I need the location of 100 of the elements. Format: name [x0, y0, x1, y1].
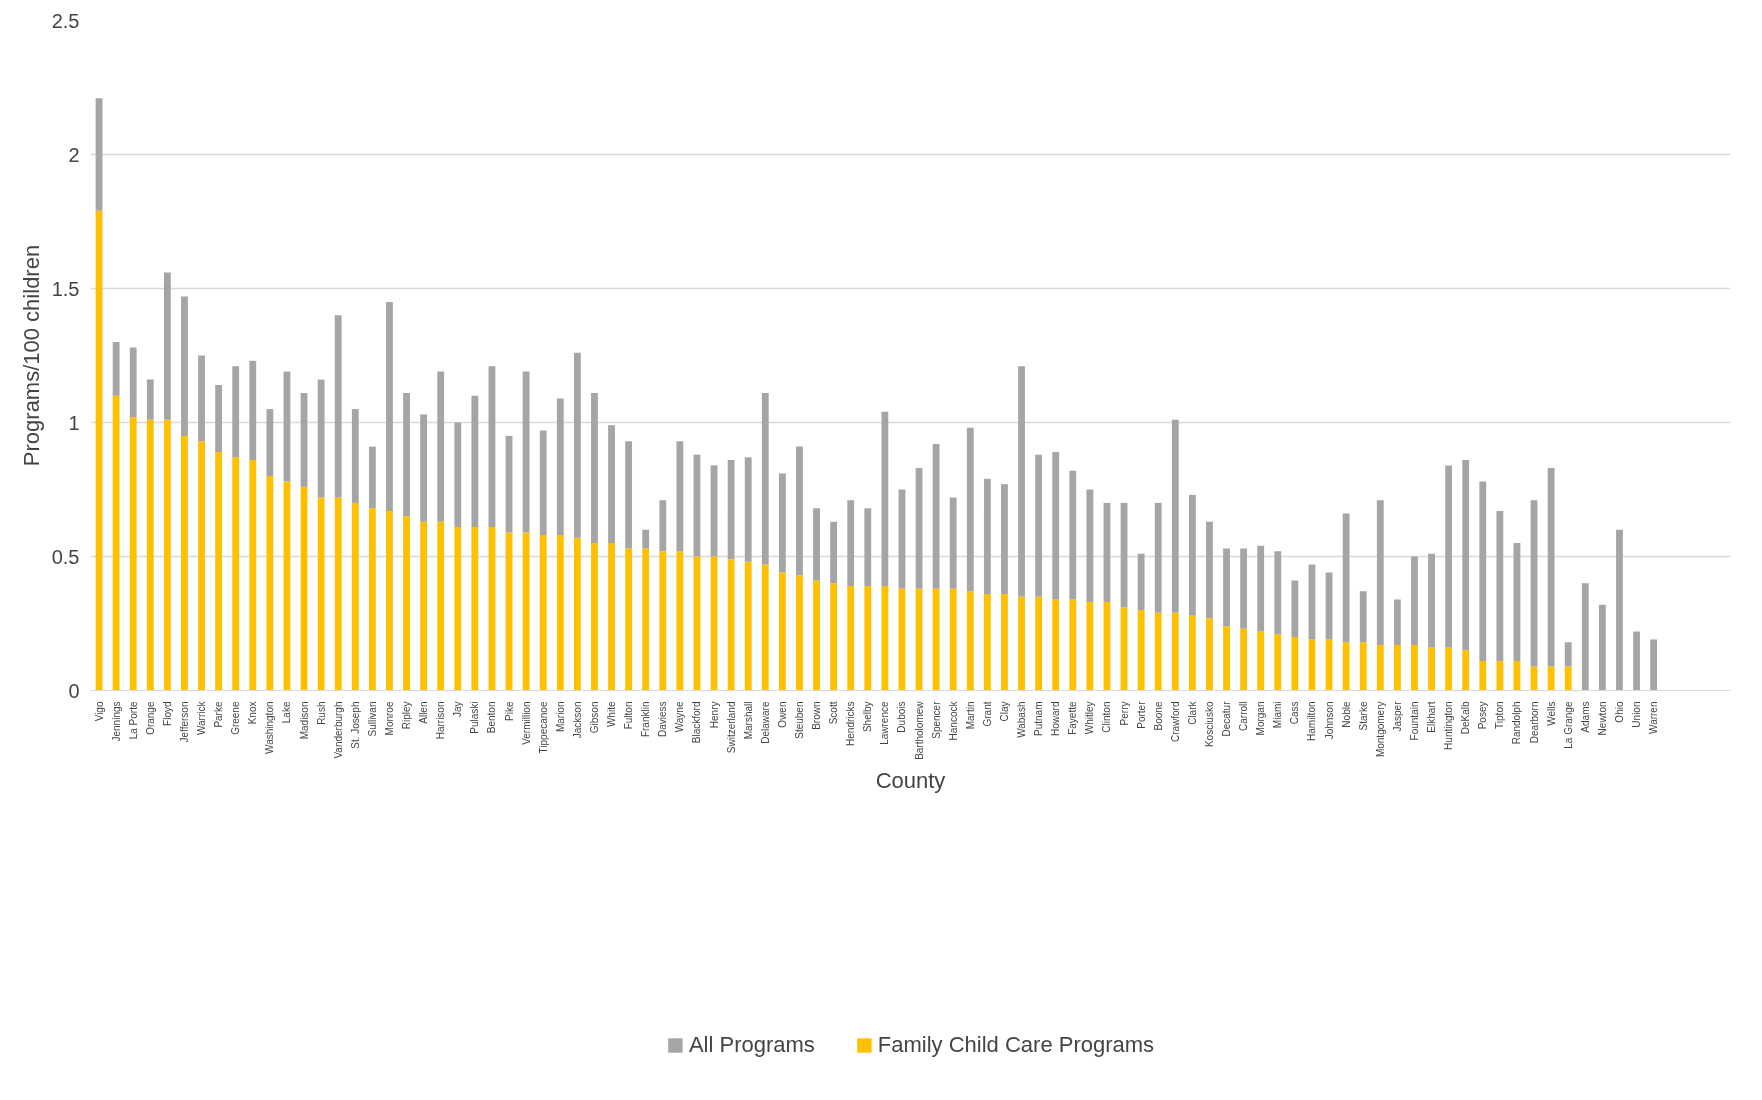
bar	[1069, 599, 1077, 691]
bar	[1069, 470, 1077, 600]
bar	[778, 473, 786, 573]
x-tick-label: White	[606, 701, 618, 728]
bar	[1479, 661, 1487, 691]
bar	[420, 414, 428, 522]
x-tick-label: La Porte	[127, 701, 139, 740]
bar	[1086, 489, 1094, 603]
bar	[949, 588, 957, 691]
x-tick-label: Brown	[811, 701, 823, 730]
bar	[163, 272, 171, 420]
bar	[983, 594, 991, 691]
bar	[966, 427, 974, 592]
x-tick-label: Greene	[230, 701, 242, 735]
x-axis-title: County	[875, 767, 946, 793]
bar	[249, 360, 257, 461]
x-tick-label: Monroe	[383, 701, 395, 736]
bar	[1581, 583, 1589, 691]
bar	[966, 591, 974, 691]
x-tick-label: Franklin	[640, 701, 652, 738]
bar	[573, 352, 581, 538]
bar	[830, 583, 838, 691]
bar	[1223, 626, 1230, 691]
bar	[796, 446, 803, 576]
x-tick-label: Porter	[1135, 700, 1147, 729]
bar	[1547, 666, 1555, 691]
bar	[1154, 502, 1162, 613]
bar	[556, 398, 564, 536]
x-tick-label: Marshall	[742, 701, 754, 740]
x-tick-label: Hancock	[947, 700, 959, 741]
legend-label: Family Child Care Programs	[877, 1032, 1155, 1058]
x-tick-label: Benton	[486, 701, 498, 734]
bar	[1018, 366, 1025, 597]
bar	[625, 441, 633, 549]
x-tick-label: Switzerland	[725, 701, 737, 754]
bar	[471, 395, 479, 528]
bar	[437, 371, 445, 522]
y-tick-label: 1.5	[51, 277, 80, 300]
bar	[1291, 580, 1299, 637]
bar	[317, 379, 325, 498]
x-tick-label: Decatur	[1221, 700, 1233, 737]
bar	[129, 417, 137, 691]
bar	[266, 476, 274, 691]
bar	[1223, 548, 1230, 627]
x-tick-label: Ripley	[401, 701, 413, 730]
x-tick-label: Jay	[452, 701, 464, 718]
bar	[1206, 521, 1213, 619]
bar	[591, 393, 598, 544]
y-tick-label: 2.5	[51, 9, 80, 32]
bar	[386, 510, 393, 691]
bar	[317, 497, 325, 691]
bar	[1206, 618, 1213, 691]
x-tick-label: Clark	[1186, 700, 1198, 725]
x-tick-label: Sullivan	[366, 701, 378, 737]
x-tick-label: Lake	[281, 701, 293, 724]
bar	[249, 460, 257, 691]
bar	[215, 451, 223, 691]
bar	[522, 371, 530, 533]
bar	[727, 460, 735, 560]
x-tick-label: Madison	[298, 701, 310, 740]
bar	[1428, 647, 1435, 691]
bar	[112, 342, 120, 396]
bar	[437, 521, 445, 691]
bar	[1564, 642, 1572, 667]
bar	[351, 409, 359, 503]
bar	[112, 395, 120, 691]
bar	[1462, 460, 1470, 651]
x-tick-label: Posey	[1477, 701, 1489, 730]
x-tick-label: Wells	[1545, 701, 1557, 726]
bar	[386, 301, 393, 511]
bar	[1001, 594, 1008, 691]
bar	[676, 551, 684, 691]
bar	[420, 521, 428, 691]
bar	[1342, 642, 1350, 691]
x-tick-label: Warren	[1648, 701, 1660, 734]
y-axis-title: Programs/100 children	[18, 244, 44, 467]
x-tick-label: Morgan	[1255, 701, 1267, 736]
bar	[1342, 513, 1350, 643]
bar	[881, 585, 889, 691]
x-tick-label: Gibson	[588, 701, 600, 734]
bar	[454, 422, 462, 528]
bar	[778, 572, 786, 691]
bar	[368, 508, 376, 691]
x-tick-label: Newton	[1596, 701, 1608, 736]
bar	[1257, 545, 1265, 632]
bar	[1018, 596, 1025, 691]
bar	[949, 497, 957, 589]
x-tick-label: La Grange	[1562, 701, 1574, 749]
bar	[129, 347, 137, 418]
bar	[334, 497, 342, 691]
x-tick-label: Montgomery	[1374, 701, 1386, 758]
x-tick-label: Pike	[503, 701, 515, 721]
bar	[181, 435, 188, 691]
x-tick-label: Noble	[1340, 701, 1352, 728]
x-tick-label: Adams	[1579, 701, 1591, 733]
x-tick-label: Owen	[776, 701, 788, 728]
x-tick-label: Tippecanoe	[537, 701, 549, 754]
x-tick-label: Cass	[1289, 701, 1301, 725]
x-tick-label: Warrick	[196, 700, 208, 736]
bar	[181, 296, 188, 436]
